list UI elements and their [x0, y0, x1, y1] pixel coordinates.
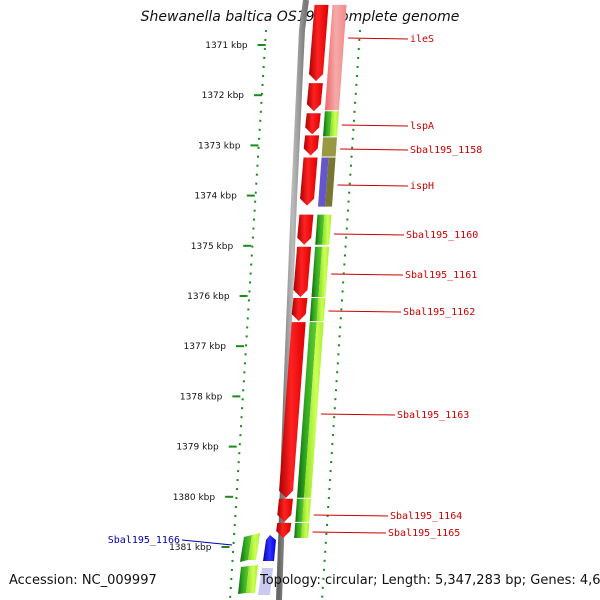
gene-label-sbal195-1160[interactable]: Sbal195_1160	[406, 230, 478, 241]
tick-label: 1375 kbp	[191, 242, 234, 252]
feature-lime-segment	[322, 214, 332, 245]
feature-green-segment	[297, 322, 317, 498]
gene-label-lspa[interactable]: lspA	[410, 121, 434, 132]
feature-lime-segment	[302, 498, 311, 522]
gene-leader-line	[313, 514, 389, 517]
feature-lime-segment	[316, 298, 326, 322]
green-feature-arrow-lower	[238, 566, 249, 594]
red-gene-arrow	[279, 322, 306, 498]
feature-track	[294, 4, 347, 538]
tick-label: 1378 kbp	[180, 392, 223, 402]
feature-green-segment	[311, 246, 323, 298]
green-feature-arrow	[240, 535, 252, 562]
gene-leader-line	[334, 233, 405, 236]
feature-lime-segment	[301, 522, 310, 538]
red-gene-arrow	[277, 498, 293, 522]
accession-text: Accession: NC_009997	[9, 573, 157, 588]
red-gene-arrow	[293, 246, 312, 298]
gene-leader-line	[328, 310, 402, 313]
gene-label-sbal195-1158[interactable]: Sbal195_1158	[410, 145, 482, 156]
gene-label-isph[interactable]: ispH	[410, 181, 434, 192]
gene-leader-line	[337, 184, 409, 187]
gene-labels: ileS lspA Sbal195_1158 ispH Sbal195_1160 Sbal…	[108, 34, 483, 546]
feature-segment	[324, 4, 347, 111]
gene-leader-line	[312, 531, 387, 534]
gene-label-sbal195-1161[interactable]: Sbal195_1161	[405, 270, 477, 281]
lime-feature-arrow-lower	[246, 565, 258, 593]
red-gene-arrow	[291, 298, 308, 322]
small-feature-cluster	[238, 533, 276, 595]
red-gene-arrow	[300, 157, 318, 206]
gene-label-sbal195-1165[interactable]: Sbal195_1165	[388, 528, 460, 539]
gene-leader-line	[181, 539, 233, 546]
gene-leader-line	[341, 124, 409, 127]
tick-label: 1373 kbp	[198, 141, 241, 151]
lime-feature-arrow	[248, 533, 260, 560]
red-gene-arrow	[306, 83, 323, 112]
tick-label: 1379 kbp	[176, 443, 219, 453]
feature-green-segment	[294, 522, 303, 538]
left-dotted-guide	[229, 29, 267, 600]
feature-green-segment	[323, 111, 332, 137]
tick-label: 1374 kbp	[194, 192, 237, 202]
feature-green-segment	[295, 498, 304, 522]
gene-label-sbal195-1163[interactable]: Sbal195_1163	[397, 410, 469, 421]
feature-green-segment	[309, 298, 319, 322]
red-gene-arrow	[305, 113, 321, 135]
feature-segment	[321, 137, 337, 157]
feature-purple-segment	[318, 157, 329, 207]
red-gene-arrow	[309, 4, 329, 82]
gene-label-iles[interactable]: ileS	[410, 34, 434, 45]
red-gene-arrow	[303, 135, 320, 156]
gene-label-sbal195-1162[interactable]: Sbal195_1162	[403, 307, 475, 318]
gene-leader-line	[331, 273, 404, 276]
gene-label-sbal195-1164[interactable]: Sbal195_1164	[390, 511, 462, 522]
tick-label: 1377 kbp	[184, 342, 227, 352]
red-gene-arrow	[297, 214, 314, 245]
tick-label: 1371 kbp	[205, 41, 248, 51]
red-gene-arrow	[276, 522, 292, 538]
gene-leader-line	[348, 37, 409, 40]
tick-label: 1372 kbp	[202, 91, 245, 101]
gene-label-sbal195-1166[interactable]: Sbal195_1166	[108, 535, 180, 546]
gene-leader-line	[321, 413, 396, 416]
feature-lime-segment	[318, 246, 330, 298]
gene-leader-line	[340, 148, 409, 151]
map-title: Shewanella baltica OS195, complete genom…	[140, 9, 460, 25]
feature-lime-segment	[304, 322, 324, 498]
feature-lime-segment	[330, 111, 339, 137]
lavender-feature-arrow	[258, 568, 273, 595]
tick-label: 1380 kbp	[173, 493, 216, 503]
topology-text: Topology: circular; Length: 5,347,283 bp…	[260, 573, 600, 588]
scale-ticks: 1371 kbp 1372 kbp 1373 kbp 1374 kbp 1375 kbp…	[169, 41, 266, 553]
tick-label: 1376 kbp	[187, 292, 230, 302]
red-gene-track	[276, 4, 329, 538]
tick-label: 1381 kbp	[169, 543, 212, 553]
blue-feature-arrow	[263, 535, 276, 561]
feature-green-segment	[315, 214, 325, 245]
feature-olive-segment	[325, 157, 336, 207]
